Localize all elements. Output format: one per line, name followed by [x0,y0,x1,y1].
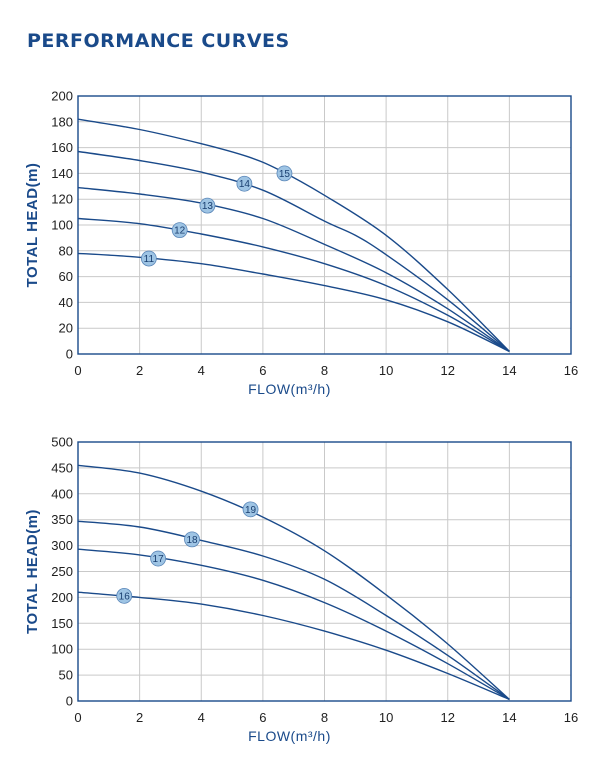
y-tick-label: 450 [51,460,73,475]
x-axis-title: FLOW(m³/h) [248,728,331,744]
series-line-18 [77,520,510,700]
y-tick-label: 60 [59,269,73,284]
series-label-badge-15: 15 [276,165,293,182]
y-tick-label: 80 [59,243,73,258]
page-title: PERFORMANCE CURVES [27,30,290,52]
x-tick-label: 14 [502,363,516,378]
y-tick-label: 200 [51,89,73,104]
x-tick-label: 10 [379,363,393,378]
y-tick-label: 100 [51,218,73,233]
series-line-15 [77,118,510,352]
series-label-badge-11: 11 [140,250,157,267]
y-axis-title: TOTAL HEAD(m) [24,163,41,288]
performance-chart-top: 0 2 4 6 8 10 12 14 16020406080100120140160180200… [24,89,578,398]
y-tick-label: 350 [51,512,73,527]
series-line-17 [77,548,510,701]
y-tick-label: 100 [51,642,73,657]
y-tick-label: 140 [51,166,73,181]
y-tick-label: 250 [51,564,73,579]
x-tick-label: 10 [379,710,393,725]
y-tick-label: 120 [51,192,73,207]
series-line-12 [77,217,510,353]
series-label-badge-17: 17 [150,550,167,567]
x-tick-label: 16 [564,363,578,378]
y-tick-label: 20 [59,321,73,336]
series-label-badge-16: 16 [116,587,133,604]
series-line-13 [77,186,510,352]
y-tick-label: 300 [51,538,73,553]
series-label-text: 12 [174,226,186,237]
x-tick-label: 14 [502,710,516,725]
y-tick-label: 500 [51,435,73,450]
series-label-badge-13: 13 [199,197,216,214]
x-tick-label: 12 [441,363,455,378]
series-line-19 [77,464,510,700]
series-line-14 [77,150,510,352]
series-label-text: 11 [144,254,155,265]
series-label-badge-18: 18 [184,531,200,548]
x-tick-label: 0 [74,363,81,378]
y-tick-label: 180 [51,114,73,129]
y-tick-label: 0 [66,347,73,362]
series-label-text: 13 [202,201,214,212]
y-tick-label: 160 [51,140,73,155]
series-label-text: 18 [186,535,198,546]
series-label-badge-14: 14 [236,175,253,192]
y-tick-label: 50 [59,668,73,683]
series-label-text: 14 [239,179,251,190]
y-tick-label: 0 [66,694,73,709]
x-tick-label: 16 [564,710,578,725]
x-axis-title: FLOW(m³/h) [248,381,331,397]
series-label-text: 16 [119,591,131,602]
x-tick-label: 6 [259,363,266,378]
x-tick-label: 2 [136,710,143,725]
series-label-badge-12: 12 [171,222,188,239]
x-tick-label: 2 [136,363,143,378]
plot-frame [77,95,572,355]
x-tick-label: 6 [259,710,266,725]
performance-chart-bottom: 0 2 4 6 8 10 12 14 16 0 50 100 150 200 250 300 350 400 450… [24,435,578,745]
series-label-text: 15 [279,169,291,180]
series-label-badge-19: 19 [242,501,259,518]
x-tick-label: 8 [321,363,328,378]
series-label-text: 19 [245,505,257,516]
x-tick-label: 12 [441,710,455,725]
series-line-16 [77,591,510,701]
y-axis-title: TOTAL HEAD(m) [24,509,41,634]
x-tick-label: 4 [198,363,205,378]
x-tick-label: 0 [74,710,81,725]
y-tick-label: 150 [51,616,73,631]
series-label-text: 17 [153,554,165,565]
x-tick-label: 8 [321,710,328,725]
y-tick-label: 200 [51,590,73,605]
y-tick-label: 400 [51,486,73,501]
x-tick-label: 4 [198,710,205,725]
plot-frame [77,441,572,702]
y-tick-label: 40 [59,295,73,310]
